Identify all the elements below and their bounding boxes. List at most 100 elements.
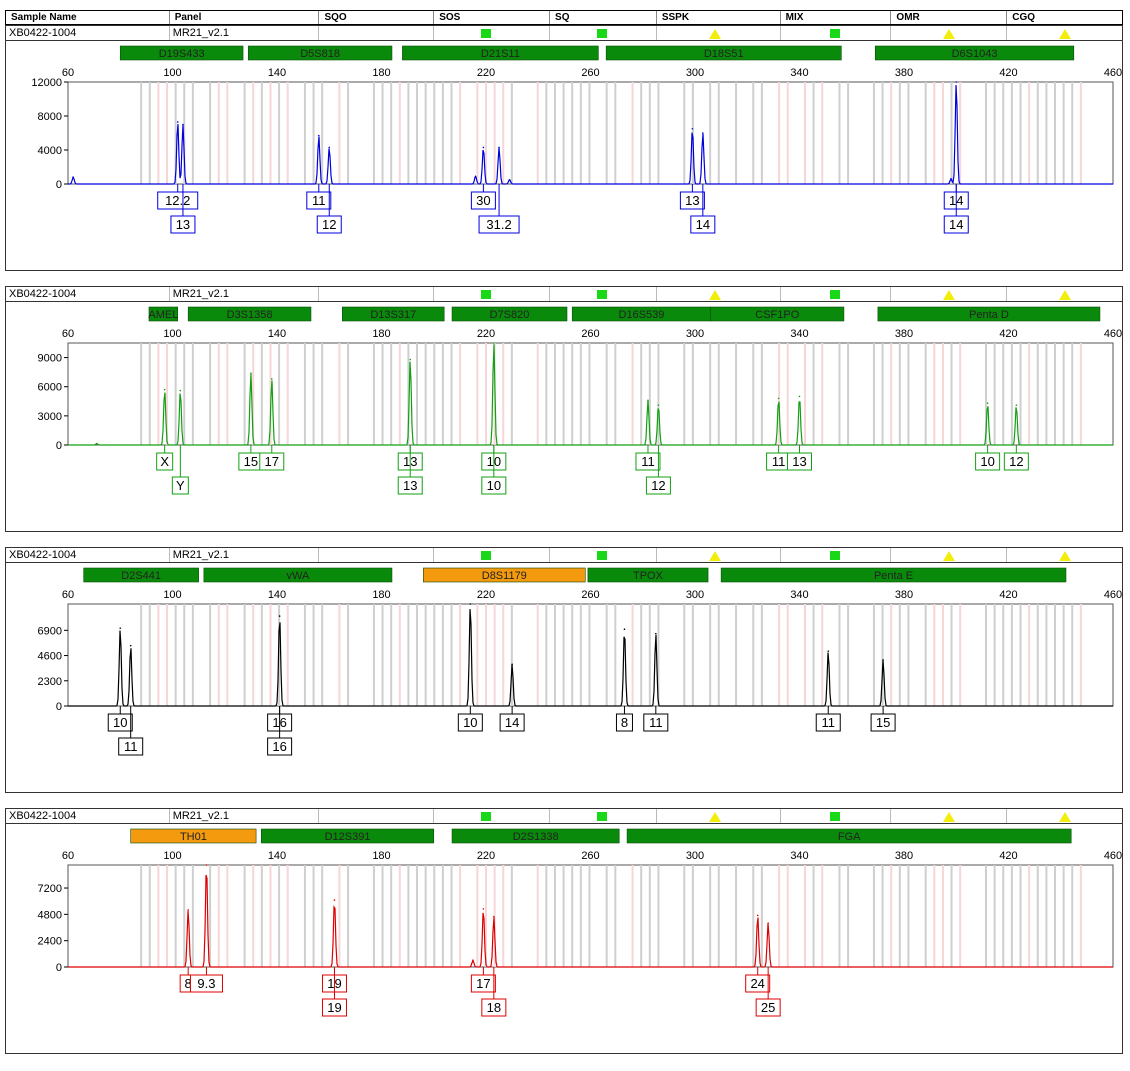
- locus-bar-d12s391: [261, 828, 435, 844]
- locus-bar-d3s1358: [187, 306, 312, 322]
- allele-call-box: [635, 452, 661, 471]
- peak-apex: [163, 388, 166, 391]
- electropherogram-chart[interactable]: AMEL D3S1358 D13S317 D7S820 D16S539 CSF1PO Pen…: [6, 287, 1122, 531]
- sample-row[interactable]: XB0422-1004 MR21_v2.1: [6, 548, 1122, 563]
- allele-call-label: 10: [487, 478, 501, 493]
- qc-sos: [434, 287, 551, 301]
- x-tick-label: 420: [999, 67, 1017, 79]
- allele-call-box: [755, 998, 781, 1017]
- locus-label: AMEL: [148, 309, 178, 321]
- allele-call-label: 13: [792, 454, 806, 469]
- locus-label: TH01: [180, 831, 207, 843]
- qc-pass-square-icon: [481, 551, 492, 560]
- signal-trace: [68, 344, 1113, 446]
- allele-call-box: [470, 974, 496, 993]
- sample-name: XB0422-1004: [6, 26, 170, 40]
- locus-label: D12S391: [325, 831, 371, 843]
- red-dye-panel: XB0422-1004 MR21_v2.1 TH01 D12S391 D2S1338…: [5, 808, 1123, 1054]
- x-tick-label: 460: [1104, 850, 1122, 862]
- peak-apex: [691, 127, 694, 130]
- allele-call-label: 11: [124, 739, 138, 754]
- sample-row[interactable]: XB0422-1004 MR21_v2.1: [6, 287, 1122, 302]
- sample-row[interactable]: XB0422-1004 MR21_v2.1: [6, 809, 1122, 824]
- header-panel[interactable]: Panel: [170, 11, 320, 24]
- x-tick-label: 340: [790, 67, 808, 79]
- allele-call-box: [156, 452, 174, 471]
- locus-bar-d18s51: [605, 45, 842, 61]
- x-tick-label: 300: [686, 850, 704, 862]
- peak-apex: [179, 389, 182, 392]
- black-dye-panel: XB0422-1004 MR21_v2.1 D2S441 vWA D8S1179 TP…: [5, 547, 1123, 793]
- x-tick-label: 100: [163, 850, 181, 862]
- x-tick-label: 100: [163, 328, 181, 340]
- allele-call-label: 11: [641, 454, 655, 469]
- peak-apex: [798, 395, 801, 398]
- electropherogram-chart[interactable]: D2S441 vWA D8S1179 TPOX Penta E60 100 140 180 22…: [6, 548, 1122, 792]
- x-tick-label: 460: [1104, 328, 1122, 340]
- sample-row[interactable]: XB0422-1004 MR21_v2.1: [6, 26, 1122, 41]
- locus-bar-d5s818: [247, 45, 393, 61]
- allele-call-label: 15: [244, 454, 258, 469]
- x-tick-label: 380: [895, 67, 913, 79]
- x-tick-label: 180: [372, 589, 390, 601]
- allele-call-label: 10: [463, 715, 477, 730]
- x-tick-label: 180: [372, 850, 390, 862]
- allele-call-box: [259, 452, 285, 471]
- locus-label: D8S1179: [482, 570, 527, 582]
- header-sample-name[interactable]: Sample Name: [6, 11, 170, 24]
- x-tick-label: 180: [372, 67, 390, 79]
- qc-warning-triangle-icon: [1059, 29, 1072, 39]
- allele-call-label: 9.3: [197, 976, 215, 991]
- x-tick-label: 420: [999, 328, 1017, 340]
- header-sqo[interactable]: SQO: [319, 11, 435, 24]
- header-mix[interactable]: MIX: [781, 11, 892, 24]
- allele-call-label: X: [160, 454, 169, 469]
- x-tick-label: 340: [790, 589, 808, 601]
- peak-apex: [986, 402, 989, 405]
- allele-call-label: 11: [312, 193, 326, 208]
- header-sos[interactable]: SOS: [434, 11, 551, 24]
- qc-cgq: [1007, 809, 1122, 823]
- peak-apex: [250, 372, 252, 374]
- panel-name: MR21_v2.1: [170, 287, 320, 301]
- qc-cgq: [1007, 548, 1122, 562]
- x-tick-label: 260: [581, 328, 599, 340]
- locus-label: D2S1338: [513, 831, 559, 843]
- qc-warning-triangle-icon: [708, 812, 721, 822]
- x-tick-label: 300: [686, 67, 704, 79]
- header-sq[interactable]: SQ: [550, 11, 657, 24]
- x-tick-label: 380: [895, 589, 913, 601]
- header-sspk[interactable]: SSPK: [657, 11, 781, 24]
- allele-call-box: [679, 191, 705, 210]
- header-omr[interactable]: OMR: [891, 11, 1008, 24]
- allele-call-label: 19: [327, 1000, 341, 1015]
- y-tick-label: 0: [56, 962, 62, 974]
- allele-call-box: [481, 476, 507, 495]
- y-tick-label: 8000: [38, 111, 62, 123]
- allele-call-box: [615, 713, 633, 732]
- green-dye-panel: XB0422-1004 MR21_v2.1 AMEL D3S1358 D13S317…: [5, 286, 1123, 532]
- qc-sqo: [319, 26, 435, 40]
- qc-sq: [550, 26, 657, 40]
- allele-call-label: 15: [876, 715, 890, 730]
- x-tick-label: 140: [268, 589, 286, 601]
- locus-label: Penta E: [874, 570, 913, 582]
- allele-call-label: 8: [621, 715, 628, 730]
- panel-name: MR21_v2.1: [170, 809, 320, 823]
- peak-apex: [469, 603, 472, 605]
- allele-call-box: [170, 215, 196, 234]
- locus-bar-vwa: [203, 567, 393, 583]
- peak-apex: [955, 81, 958, 83]
- y-tick-label: 2300: [38, 676, 62, 688]
- signal-trace: [68, 84, 1113, 185]
- peak-apex: [508, 178, 511, 181]
- peak-apex: [655, 632, 657, 635]
- plot-area: [67, 81, 1114, 185]
- x-tick-label: 380: [895, 850, 913, 862]
- locus-label: D16S539: [619, 309, 665, 321]
- header-cgq[interactable]: CGQ: [1012, 12, 1035, 23]
- qc-sqo: [319, 287, 435, 301]
- x-tick-label: 220: [477, 67, 495, 79]
